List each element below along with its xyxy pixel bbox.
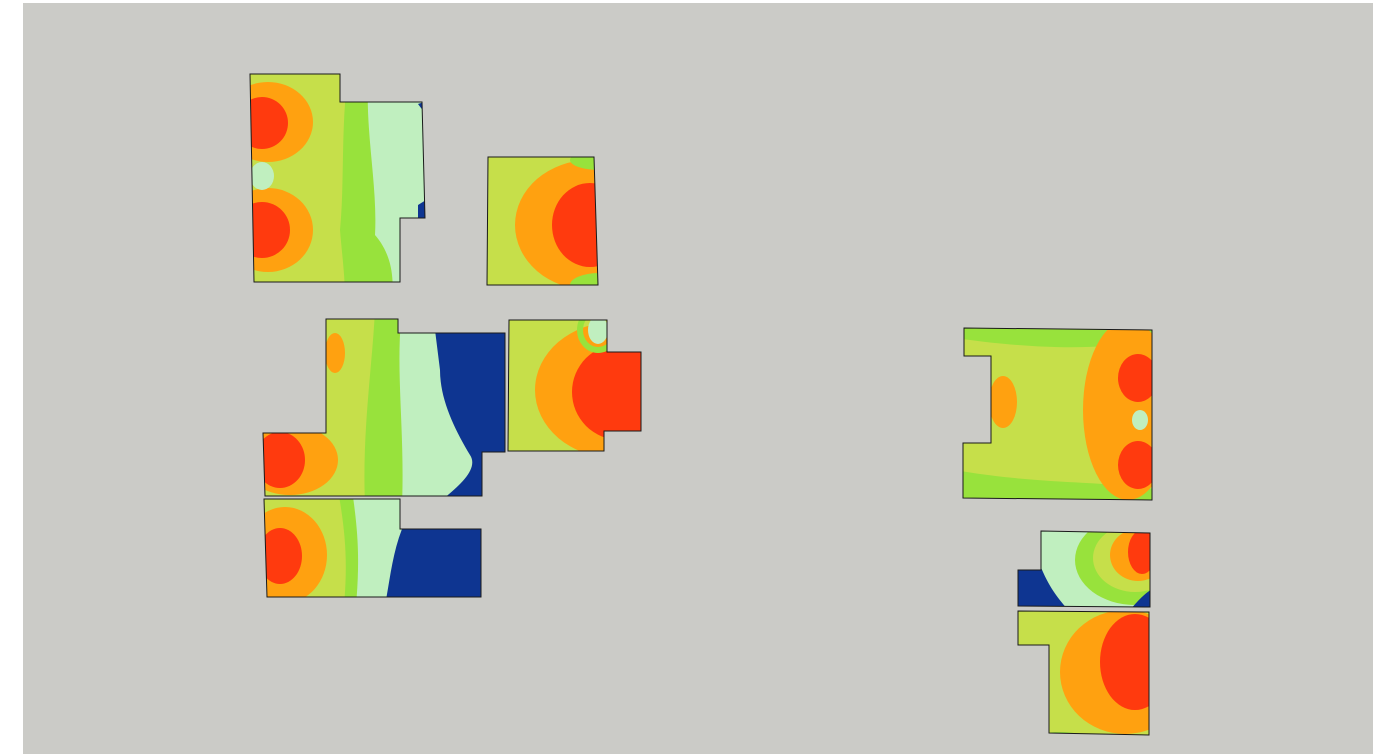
model-canvas[interactable]: [23, 3, 1373, 754]
heatmap-panel-h[interactable]: [1010, 605, 1190, 748]
heatmap-panel-b[interactable]: [480, 150, 665, 297]
floorplan-heatmap: [223, 60, 1195, 748]
heatmap-panel-d[interactable]: [500, 310, 695, 460]
heatmap-panel-g[interactable]: [1010, 515, 1195, 615]
heatmap-panel-e[interactable]: [243, 490, 490, 605]
heatmap-panel-f[interactable]: [955, 320, 1173, 510]
heatmap-panel-a[interactable]: [223, 60, 440, 300]
heatmap-panel-c[interactable]: [242, 310, 515, 505]
